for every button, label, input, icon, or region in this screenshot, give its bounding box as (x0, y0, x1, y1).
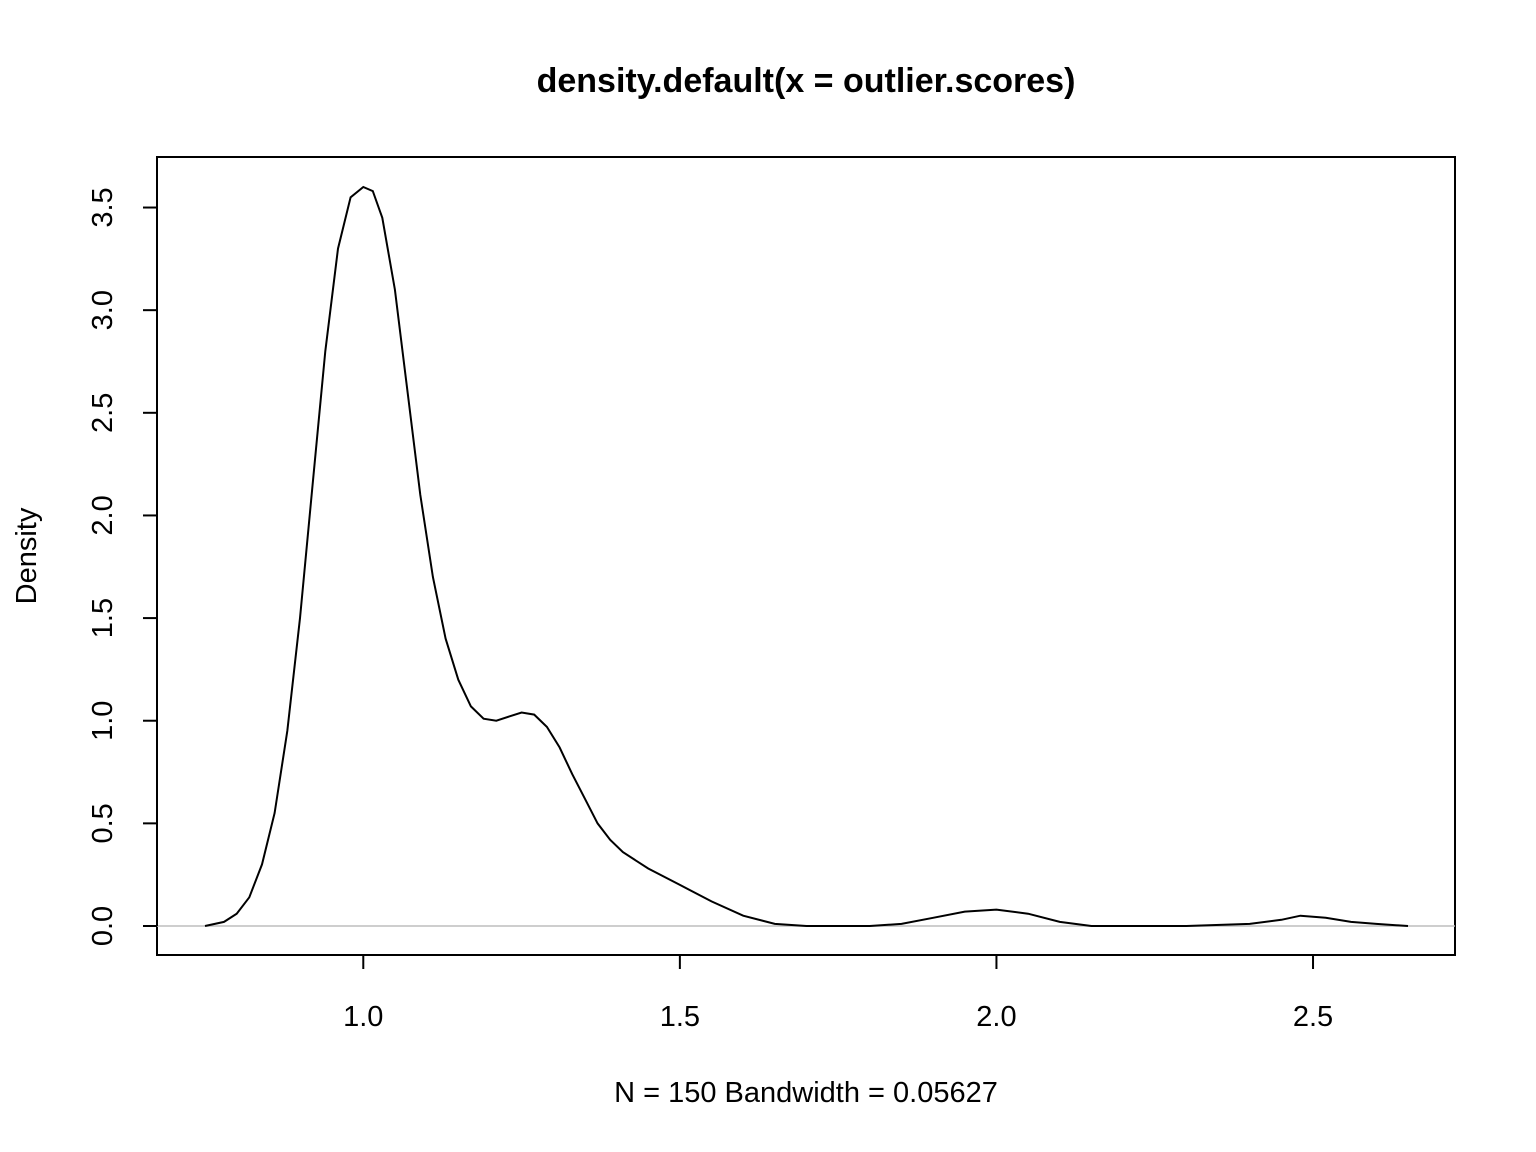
x-axis-label: N = 150 Bandwidth = 0.05627 (614, 1077, 998, 1109)
y-tick-label: 1.5 (87, 598, 119, 638)
y-tick-label: 2.5 (87, 393, 119, 433)
x-tick-label: 1.0 (343, 1001, 383, 1033)
y-tick-label: 0.5 (87, 803, 119, 843)
chart-title: density.default(x = outlier.scores) (537, 62, 1076, 100)
x-tick-label: 2.0 (976, 1001, 1016, 1033)
plot-frame (156, 156, 1456, 956)
y-axis: 0.0 0.5 1.0 1.5 2.0 2.5 3.0 3.5 (87, 187, 158, 946)
y-tick-label: 3.5 (87, 187, 119, 227)
y-tick-label: 3.0 (87, 290, 119, 330)
x-tick-label: 1.5 (660, 1001, 700, 1033)
x-tick-label: 2.5 (1293, 1001, 1333, 1033)
y-tick-label: 0.0 (87, 906, 119, 946)
x-axis: 1.0 1.5 2.0 2.5 (343, 954, 1333, 1033)
y-axis-label: Density (11, 507, 43, 604)
y-tick-label: 2.0 (87, 495, 119, 535)
y-tick-label: 1.0 (87, 701, 119, 741)
density-curve (204, 185, 1409, 927)
